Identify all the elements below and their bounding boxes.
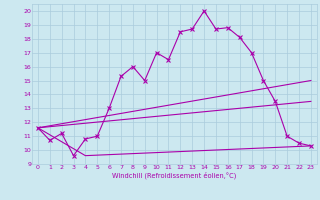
X-axis label: Windchill (Refroidissement éolien,°C): Windchill (Refroidissement éolien,°C) xyxy=(112,171,236,179)
